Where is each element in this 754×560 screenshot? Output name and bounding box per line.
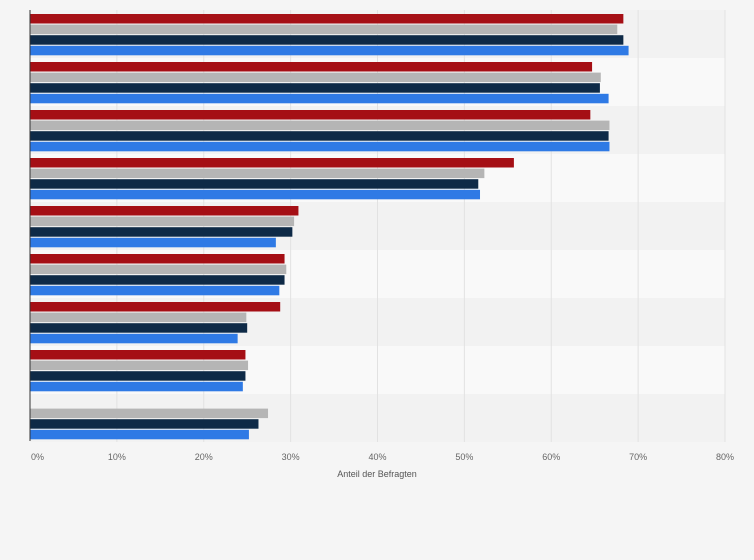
x-tick-label: 0% [31, 452, 44, 462]
bar[interactable] [30, 72, 601, 83]
bar[interactable] [30, 216, 295, 227]
x-tick-label: 30% [282, 452, 300, 462]
x-tick-label: 20% [195, 452, 213, 462]
bar[interactable] [30, 381, 243, 392]
bar[interactable] [30, 323, 248, 333]
bar[interactable] [30, 14, 624, 24]
bar[interactable] [30, 110, 591, 120]
bar[interactable] [30, 168, 485, 179]
bar[interactable] [30, 83, 600, 93]
bar[interactable] [30, 62, 593, 72]
bar[interactable] [30, 93, 609, 104]
bar[interactable] [30, 360, 249, 371]
bar[interactable] [30, 254, 285, 264]
bar[interactable] [30, 408, 269, 419]
bars [30, 14, 629, 440]
bar[interactable] [30, 131, 609, 141]
bar[interactable] [30, 429, 249, 440]
x-axis-ticks: 0% 10% 20% 30% 40% 50% 60% 70% 80% [31, 452, 734, 462]
bar[interactable] [30, 275, 285, 285]
bar[interactable] [30, 35, 624, 45]
bar[interactable] [30, 419, 259, 429]
bar[interactable] [30, 350, 246, 360]
bar[interactable] [30, 333, 238, 344]
bar[interactable] [30, 24, 618, 35]
bar[interactable] [30, 285, 280, 296]
x-tick-label: 40% [368, 452, 386, 462]
bar[interactable] [30, 179, 479, 189]
x-tick-label: 70% [629, 452, 647, 462]
bar[interactable] [30, 45, 629, 56]
x-tick-label: 80% [716, 452, 734, 462]
bar[interactable] [30, 264, 287, 275]
bar[interactable] [30, 371, 246, 381]
bar[interactable] [30, 227, 293, 237]
x-tick-label: 50% [455, 452, 473, 462]
bar[interactable] [30, 189, 481, 200]
bar[interactable] [30, 206, 299, 216]
bar[interactable] [30, 120, 610, 131]
bar[interactable] [30, 237, 276, 248]
bar[interactable] [30, 312, 247, 323]
x-tick-label: 10% [108, 452, 126, 462]
x-tick-label: 60% [542, 452, 560, 462]
bar[interactable] [30, 302, 281, 312]
bar[interactable] [30, 141, 610, 152]
bar[interactable] [30, 158, 514, 168]
x-axis-title: Anteil der Befragten [337, 469, 417, 479]
